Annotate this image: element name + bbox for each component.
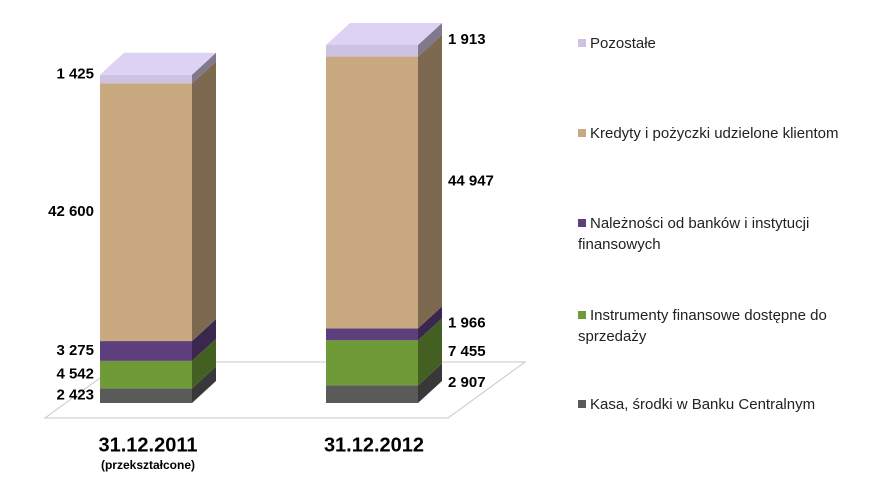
- legend-item: Kasa, środki w Banku Centralnym: [578, 394, 873, 415]
- legend-swatch: [578, 400, 586, 408]
- legend-item: Pozostałe: [578, 33, 873, 54]
- value-label: 2 423: [56, 387, 94, 404]
- bar-segment: [100, 360, 192, 389]
- bar-segment: [100, 388, 192, 403]
- bar-side: [192, 319, 216, 361]
- legend-label: Pozostałe: [590, 35, 656, 52]
- bar-side: [192, 366, 216, 403]
- legend-swatch: [578, 311, 586, 319]
- value-label: 4 542: [56, 366, 94, 383]
- legend-label: Należności od banków i instytucji finans…: [578, 215, 810, 253]
- legend-swatch: [578, 129, 586, 137]
- value-label: 1 966: [448, 314, 486, 331]
- legend-label: Kredyty i pożyczki udzielone klientom: [590, 125, 839, 142]
- legend-label: Kasa, środki w Banku Centralnym: [590, 396, 816, 413]
- bar-side: [418, 34, 442, 329]
- bar-side: [418, 318, 442, 386]
- bar-side: [418, 306, 442, 341]
- value-label: 2 907: [448, 374, 486, 391]
- legend-swatch: [578, 39, 586, 47]
- category-label: 31.12.2011: [99, 434, 198, 456]
- bar-segment: [326, 328, 418, 341]
- legend-item: Należności od banków i instytucji finans…: [578, 213, 873, 255]
- category-label: 31.12.2012: [324, 434, 424, 456]
- bar-side: [192, 61, 216, 342]
- bar-segment: [100, 341, 192, 361]
- legend-item: Kredyty i pożyczki udzielone klientom: [578, 123, 873, 144]
- bar-segment: [326, 385, 418, 403]
- bar-segment: [100, 74, 192, 84]
- value-label: 42 600: [48, 203, 94, 220]
- bar-segment: [326, 56, 418, 329]
- value-label: 44 947: [448, 172, 494, 189]
- value-label: 7 455: [448, 343, 486, 360]
- legend-label: Instrumenty finansowe dostępne do sprzed…: [578, 307, 827, 345]
- bar-side: [192, 338, 216, 389]
- bar-segment: [326, 340, 418, 386]
- value-label: 1 425: [56, 66, 94, 83]
- legend-item: Instrumenty finansowe dostępne do sprzed…: [578, 305, 873, 347]
- value-label: 1 913: [448, 31, 486, 48]
- bar-top: [326, 23, 442, 45]
- bar-segment: [100, 83, 192, 342]
- bar-top: [100, 52, 216, 75]
- bar-segment: [326, 45, 418, 57]
- value-label: 3 275: [56, 342, 94, 359]
- bar-side: [418, 23, 442, 57]
- bar-side: [418, 363, 442, 403]
- legend-swatch: [578, 219, 586, 227]
- bar-side: [192, 52, 216, 84]
- category-note: (przekształcone): [101, 458, 195, 472]
